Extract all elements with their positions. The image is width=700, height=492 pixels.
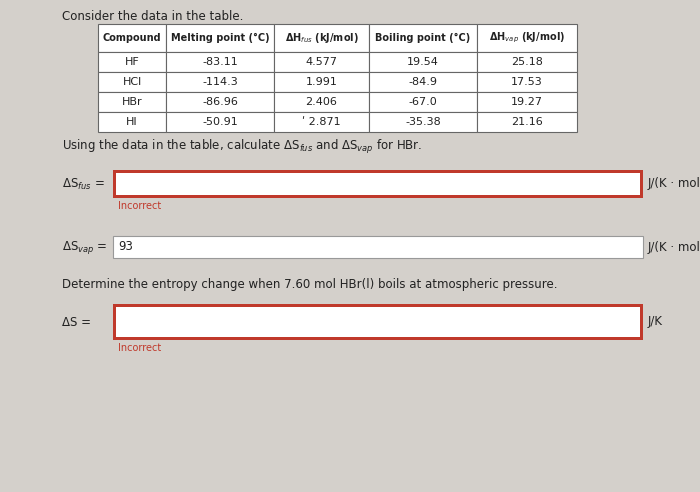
Text: Incorrect: Incorrect <box>118 343 161 353</box>
Bar <box>477 112 577 132</box>
Bar <box>113 170 643 198</box>
Text: -83.11: -83.11 <box>202 57 238 67</box>
Bar <box>166 24 274 52</box>
Text: HI: HI <box>126 117 138 127</box>
Bar <box>477 24 577 52</box>
Text: ΔH$_{fus}$ (kJ/mol): ΔH$_{fus}$ (kJ/mol) <box>285 31 358 45</box>
Text: Melting point (°C): Melting point (°C) <box>171 33 270 43</box>
Bar <box>98 112 166 132</box>
Text: ΔS$_{fus}$ =: ΔS$_{fus}$ = <box>62 177 105 191</box>
Bar <box>369 112 477 132</box>
Text: -67.0: -67.0 <box>409 97 438 107</box>
Text: 17.53: 17.53 <box>511 77 543 87</box>
Bar <box>477 72 577 92</box>
Text: Determine the entropy change when 7.60 mol HBr(l) boils at atmospheric pressure.: Determine the entropy change when 7.60 m… <box>62 278 557 291</box>
Text: J/(K · mol): J/(K · mol) <box>648 241 700 253</box>
Text: Incorrect: Incorrect <box>118 201 161 211</box>
Text: 100: 100 <box>121 178 144 190</box>
Bar <box>116 307 640 337</box>
Bar <box>369 52 477 72</box>
Text: -114.3: -114.3 <box>202 77 238 87</box>
Text: HCl: HCl <box>122 77 141 87</box>
Text: -50.91: -50.91 <box>202 117 238 127</box>
Text: 19.27: 19.27 <box>511 97 543 107</box>
Bar <box>274 72 369 92</box>
Text: ΔS$_{vap}$ =: ΔS$_{vap}$ = <box>62 239 108 255</box>
Bar <box>477 92 577 112</box>
Bar <box>98 52 166 72</box>
Text: Compound: Compound <box>103 33 161 43</box>
Text: Consider the data in the table.: Consider the data in the table. <box>62 10 244 23</box>
Bar <box>477 52 577 72</box>
Bar <box>369 72 477 92</box>
Text: HBr: HBr <box>122 97 142 107</box>
Text: -86.96: -86.96 <box>202 97 238 107</box>
Bar <box>274 112 369 132</box>
Bar <box>98 72 166 92</box>
Text: 2.406: 2.406 <box>306 97 337 107</box>
Text: 4.577: 4.577 <box>305 57 337 67</box>
Text: -35.38: -35.38 <box>405 117 441 127</box>
Text: ʹ 2.871: ʹ 2.871 <box>302 117 341 127</box>
Text: J/(K · mol): J/(K · mol) <box>648 178 700 190</box>
Bar <box>166 92 274 112</box>
Text: -80: -80 <box>121 315 140 329</box>
Bar <box>113 304 643 340</box>
Text: 25.18: 25.18 <box>511 57 543 67</box>
Bar <box>166 72 274 92</box>
Bar <box>98 24 166 52</box>
Text: ΔS =: ΔS = <box>62 315 91 329</box>
Bar <box>274 92 369 112</box>
Bar <box>166 52 274 72</box>
Bar <box>274 24 369 52</box>
Bar <box>274 52 369 72</box>
Text: J/K: J/K <box>648 315 663 329</box>
Bar <box>98 92 166 112</box>
Text: HF: HF <box>125 57 139 67</box>
Text: Using the data in the table, calculate ΔS$_{fus}$ and ΔS$_{vap}$ for HBr.: Using the data in the table, calculate Δ… <box>62 138 422 156</box>
Bar <box>166 112 274 132</box>
Bar <box>113 236 643 258</box>
Text: 1.991: 1.991 <box>306 77 337 87</box>
Bar <box>369 92 477 112</box>
Text: 93: 93 <box>118 241 133 253</box>
Bar <box>116 173 640 195</box>
Bar <box>369 24 477 52</box>
Text: ΔH$_{vap}$ (kJ/mol): ΔH$_{vap}$ (kJ/mol) <box>489 31 565 45</box>
Text: 21.16: 21.16 <box>511 117 543 127</box>
Text: Boiling point (°C): Boiling point (°C) <box>375 33 470 43</box>
Text: 19.54: 19.54 <box>407 57 439 67</box>
Text: -84.9: -84.9 <box>409 77 438 87</box>
